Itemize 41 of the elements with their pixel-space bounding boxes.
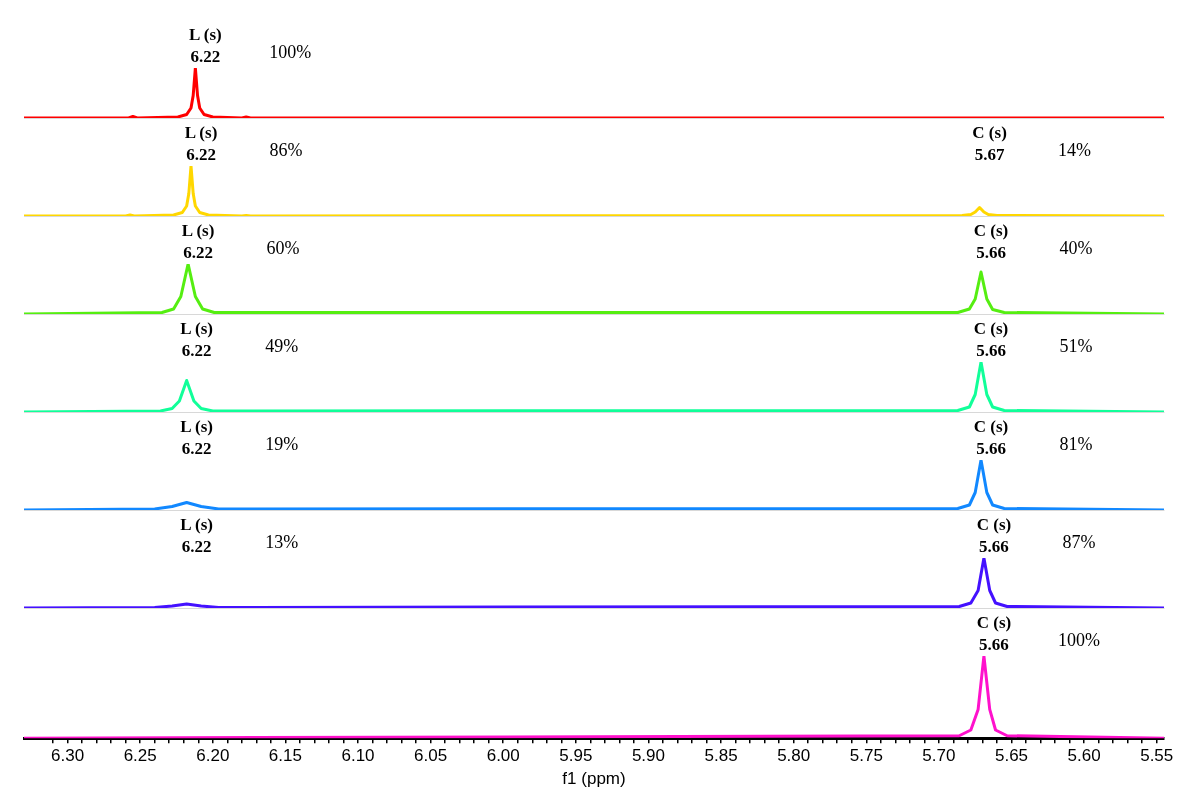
text: L (s) 6.22: [180, 417, 213, 458]
text: 81%: [1059, 434, 1093, 454]
text: C (s) 5.66: [976, 613, 1012, 654]
text: 14%: [1058, 140, 1092, 160]
text: 40%: [1059, 238, 1093, 258]
x-axis-title: f1 (ppm): [562, 769, 626, 789]
text: 86%: [269, 140, 303, 160]
x-tick-label: 6.20: [196, 746, 230, 766]
x-tick-label: 5.70: [922, 746, 956, 766]
text: 13%: [265, 532, 299, 552]
text: 60%: [266, 238, 300, 258]
text: L (s) 6.22: [181, 221, 215, 262]
text: C (s) 5.66: [973, 417, 1009, 458]
text: 51%: [1059, 336, 1093, 356]
text: L (s) 6.22: [180, 515, 213, 556]
x-tick-label: 6.15: [268, 746, 302, 766]
x-tick-label: 5.60: [1067, 746, 1101, 766]
x-tick-label: 5.65: [994, 746, 1029, 766]
text: L (s) 6.22: [184, 123, 218, 164]
x-tick-label: 6.10: [341, 746, 375, 766]
text: C (s) 5.66: [976, 515, 1012, 556]
x-tick-label: 5.75: [849, 746, 883, 766]
text: L (s) 6.22: [180, 319, 213, 360]
x-tick-label: 5.95: [559, 746, 593, 766]
x-tick-label: 6.25: [123, 746, 157, 766]
text: C (s) 5.67: [972, 123, 1007, 164]
x-tick-label: 5.85: [704, 746, 738, 766]
x-tick-label: 6.00: [486, 746, 520, 766]
x-tick-label: 6.05: [414, 746, 448, 766]
text: 19%: [265, 434, 299, 454]
x-tick-label: 5.80: [777, 746, 811, 766]
text: 87%: [1062, 532, 1096, 552]
text: 49%: [265, 336, 299, 356]
text: L (s) 6.22: [189, 25, 222, 66]
text: C (s) 5.66: [973, 319, 1009, 360]
x-tick-label: 6.30: [51, 746, 85, 766]
text: 100%: [1057, 630, 1100, 650]
text: C (s) 5.66: [973, 221, 1009, 262]
text: 100%: [269, 42, 312, 62]
x-tick-label: 5.90: [631, 746, 666, 766]
x-tick-label: 5.55: [1140, 746, 1174, 766]
